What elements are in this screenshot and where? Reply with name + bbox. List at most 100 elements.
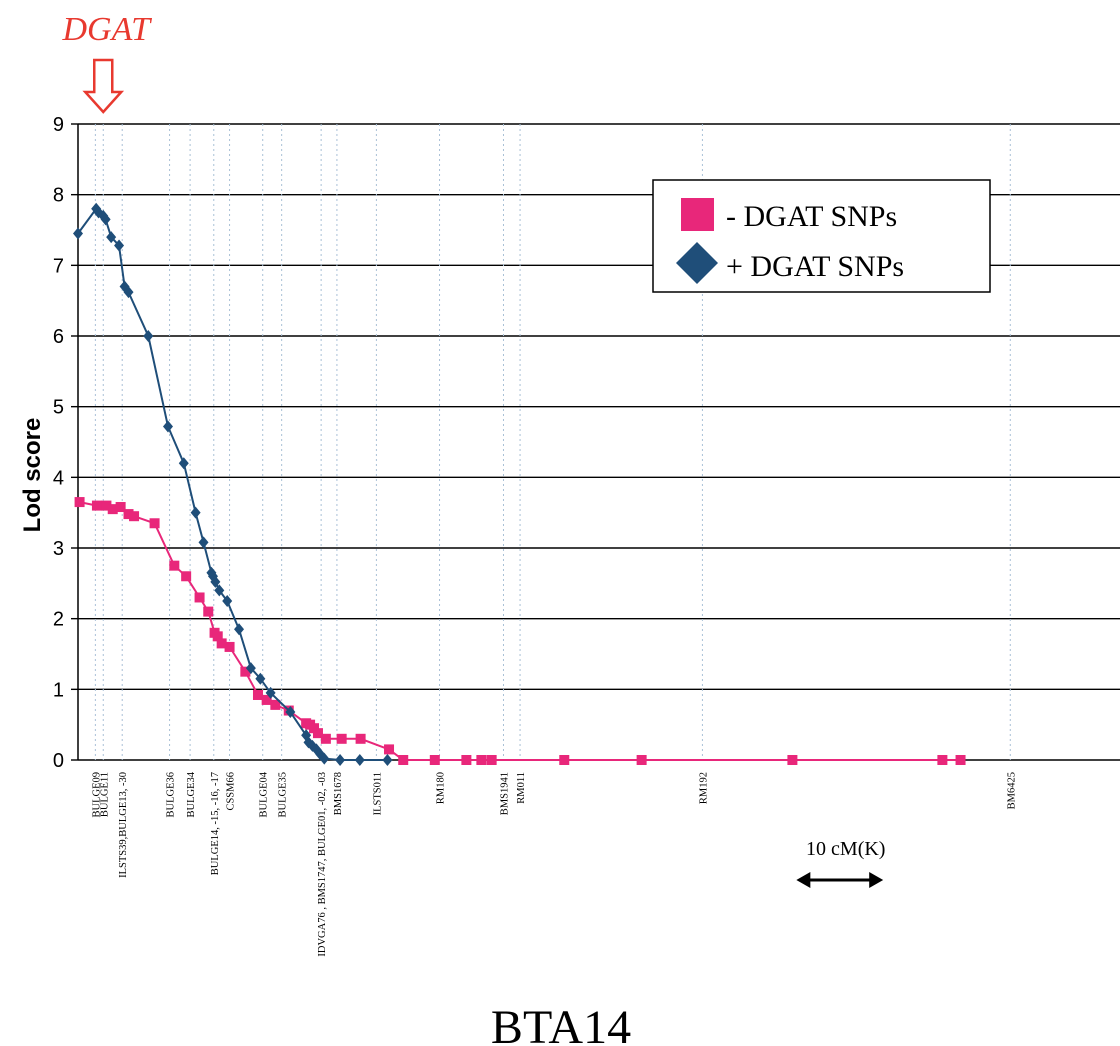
data-point-diamond	[123, 286, 134, 299]
marker-label: CSSM66	[226, 772, 237, 811]
y-tick-label: 6	[53, 326, 64, 348]
y-axis-ticks: 0 1 2 3 4 5 6 7 8 9	[53, 114, 78, 772]
data-point-square	[336, 733, 347, 744]
data-point-diamond	[119, 280, 130, 293]
y-tick-label: 1	[53, 679, 64, 701]
data-point-diamond	[73, 227, 83, 240]
data-point-diamond	[162, 420, 173, 433]
marker-label: ILSTS39,BULGE13, -30	[118, 772, 129, 878]
x-axis-title: BTA14	[491, 1001, 631, 1046]
data-point-square	[384, 744, 395, 755]
legend-entry-plus-dgat: + DGAT SNPs	[726, 250, 904, 283]
data-point-diamond	[114, 239, 125, 252]
y-axis-label: Lod score	[19, 418, 46, 533]
data-point-square	[101, 500, 112, 511]
legend-entry-minus-dgat: - DGAT SNPs	[726, 200, 897, 233]
data-point-square	[74, 497, 85, 508]
data-point-square	[107, 504, 118, 515]
dgat-arrow-icon	[82, 58, 125, 114]
marker-label: BMS1941	[499, 772, 510, 815]
y-tick-label: 2	[53, 609, 64, 631]
marker-label: BULGE14, -15, -16, -17	[210, 772, 221, 875]
marker-label: BULGE09	[91, 772, 102, 818]
data-point-diamond	[234, 623, 245, 636]
y-tick-label: 4	[53, 467, 64, 489]
data-point-diamond	[255, 672, 266, 685]
data-point-square	[476, 755, 487, 765]
data-point-square	[194, 592, 205, 603]
marker-label: ILSTS011	[372, 772, 383, 815]
data-point-square	[312, 728, 323, 739]
y-tick-label: 5	[53, 397, 64, 419]
data-point-diamond	[319, 752, 330, 765]
marker-label: BMS1678	[333, 772, 344, 815]
data-point-diamond	[198, 536, 209, 549]
marker-label: BULGE04	[259, 771, 270, 817]
dgat-annotation: DGAT	[61, 11, 152, 48]
data-point-diamond	[106, 231, 117, 244]
data-point-square	[559, 755, 570, 765]
y-tick-label: 3	[53, 538, 64, 560]
data-point-diamond	[143, 330, 154, 342]
data-point-square	[355, 733, 366, 744]
data-point-square	[216, 638, 227, 649]
data-point-square	[937, 755, 948, 765]
data-point-square	[123, 509, 134, 520]
scale-bar-arrow-icon	[796, 872, 884, 888]
marker-label: RM192	[698, 772, 709, 804]
marker-label: BM6425	[1006, 772, 1017, 809]
marker-label: RM011	[516, 772, 527, 804]
data-point-square	[129, 511, 140, 522]
marker-label: RM180	[436, 772, 447, 804]
data-point-diamond	[214, 584, 225, 597]
data-point-square	[181, 571, 192, 582]
data-point-diamond	[190, 506, 201, 519]
data-point-diamond	[222, 595, 233, 607]
data-point-square	[261, 694, 272, 705]
data-point-diamond	[100, 213, 111, 226]
data-point-square	[787, 755, 798, 765]
data-point-square	[955, 755, 966, 765]
data-point-square	[252, 689, 263, 700]
data-point-square	[203, 606, 214, 617]
series-plus-dgat	[73, 202, 393, 766]
scale-bar-right-head	[869, 872, 884, 888]
data-point-square	[398, 755, 409, 765]
y-tick-label: 7	[53, 255, 64, 277]
data-point-square	[429, 755, 440, 765]
marker-label: BULGE35	[278, 772, 289, 818]
horizontal-gridlines	[78, 123, 1120, 761]
marker-gridlines	[94, 124, 1011, 760]
data-point-square	[461, 755, 472, 765]
data-point-diamond	[210, 575, 221, 588]
y-tick-label: 0	[53, 750, 64, 772]
data-point-diamond	[335, 754, 346, 766]
data-point-diamond	[245, 662, 256, 675]
marker-label: BULGE11	[99, 772, 110, 817]
legend-diamond-icon	[676, 242, 718, 284]
data-point-diamond	[285, 705, 296, 718]
y-tick-label: 9	[53, 114, 64, 136]
data-point-square	[240, 666, 251, 677]
scale-bar-label: 10 cM(K)	[806, 838, 885, 860]
legend-square-icon	[681, 198, 714, 231]
marker-label: BULGE36	[166, 772, 177, 818]
scale-bar-left-head	[796, 872, 811, 888]
marker-label: IDVGA76 , BMS1747, BULGE01, -02, -03	[317, 772, 328, 957]
data-point-square	[212, 631, 223, 642]
data-point-square	[169, 560, 180, 571]
data-point-square	[91, 500, 102, 511]
data-point-diamond	[382, 754, 393, 766]
legend: - DGAT SNPs + DGAT SNPs	[652, 179, 991, 293]
data-point-diamond	[354, 754, 365, 766]
data-point-square	[636, 755, 647, 765]
data-point-diamond	[265, 686, 276, 699]
marker-label: BULGE34	[186, 771, 197, 817]
series-layer	[73, 202, 966, 766]
data-point-square	[224, 641, 235, 652]
data-point-square	[320, 733, 331, 744]
series-minus-dgat	[74, 497, 966, 765]
data-point-square	[270, 699, 281, 710]
